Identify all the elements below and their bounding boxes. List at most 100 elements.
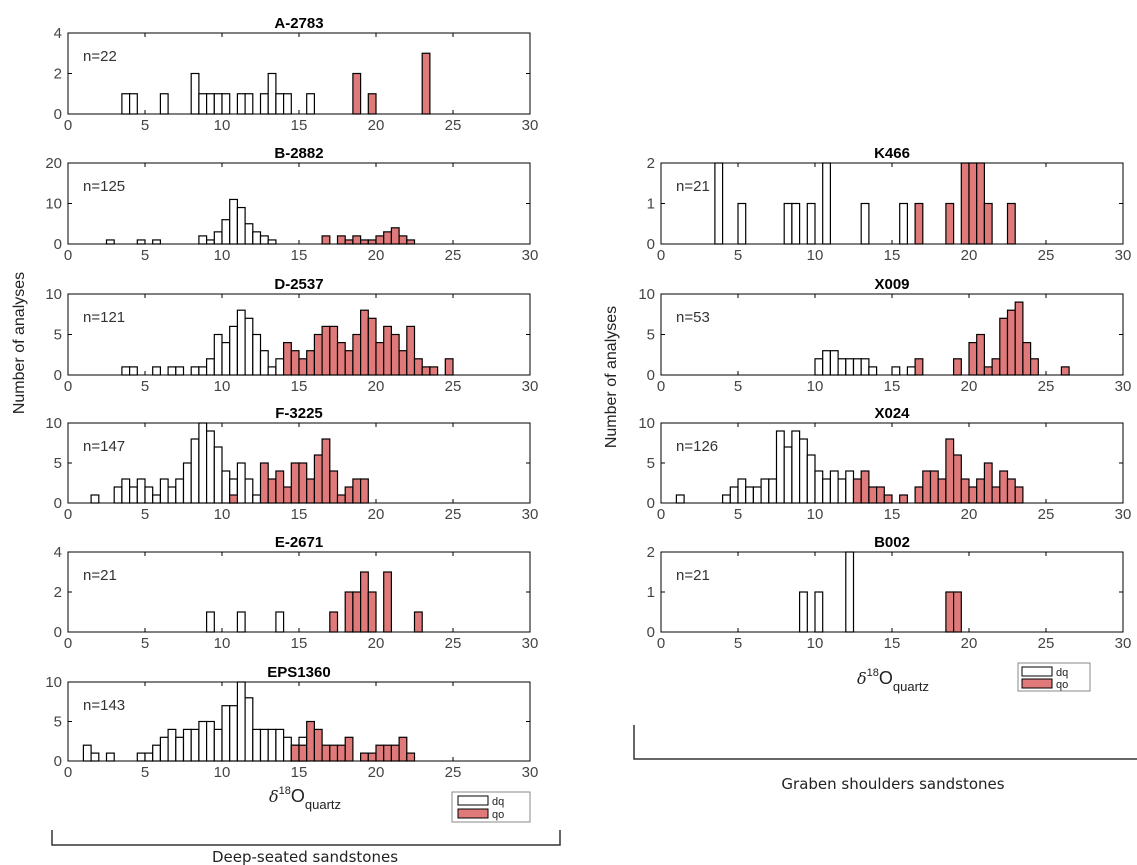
sample-count-label: n=21 bbox=[676, 178, 710, 195]
x-tick-label: 10 bbox=[214, 506, 231, 523]
y-tick-label: 5 bbox=[647, 327, 655, 344]
legend-dq-swatch bbox=[1021, 666, 1053, 677]
bar-qo bbox=[344, 591, 354, 633]
bar-dq bbox=[167, 366, 177, 376]
bar-qo bbox=[306, 720, 316, 762]
bar-dq bbox=[752, 486, 762, 504]
y-tick-label: 10 bbox=[45, 674, 62, 691]
bar-qo bbox=[968, 342, 978, 376]
bar-dq bbox=[814, 358, 824, 376]
bar-dq bbox=[206, 358, 215, 376]
x-tick-label: 15 bbox=[291, 247, 308, 264]
y-tick-label: 0 bbox=[54, 624, 62, 641]
bar-dq bbox=[845, 470, 855, 504]
bar-qo bbox=[290, 744, 300, 762]
bar-qo bbox=[306, 478, 316, 504]
bar-qo bbox=[329, 325, 339, 376]
sample-count-label: n=22 bbox=[83, 48, 117, 65]
bar-dq bbox=[206, 430, 215, 504]
bar-dq bbox=[791, 202, 801, 245]
bar-qo bbox=[375, 744, 385, 762]
panel-f-3225: 0 5 10 15 20 25 30 0 5 10 F-3225 n=147 bbox=[45, 405, 538, 523]
bar-dq bbox=[175, 736, 185, 762]
bar-dq bbox=[244, 317, 254, 376]
bar-qo bbox=[922, 470, 932, 504]
bar-dq bbox=[236, 93, 246, 115]
panel-title: X024 bbox=[874, 405, 910, 422]
bar-dq bbox=[121, 366, 131, 376]
x-tick-label: 15 bbox=[884, 635, 901, 652]
panel-k466: 0 5 10 15 20 25 30 0 1 2 K466 n=21 bbox=[647, 145, 1132, 264]
bar-qo bbox=[383, 325, 393, 376]
bar-dq bbox=[175, 366, 185, 376]
x-tick-label: 10 bbox=[807, 378, 824, 395]
bar-dq bbox=[236, 611, 246, 633]
bar-qo bbox=[945, 202, 955, 245]
bar-dq bbox=[129, 366, 138, 376]
bar-qo bbox=[983, 366, 993, 376]
y-tick-label: 20 bbox=[45, 155, 62, 172]
legend-dq-swatch bbox=[457, 795, 489, 806]
panel-b002: 0 5 10 15 20 25 30 0 1 2 B002 n=21 bbox=[647, 534, 1132, 652]
left-bracket bbox=[51, 830, 561, 846]
bar-qo bbox=[306, 350, 316, 376]
bar-qo bbox=[290, 350, 300, 376]
x-tick-label: 15 bbox=[884, 506, 901, 523]
x-tick-label: 5 bbox=[141, 247, 149, 264]
bar-dq bbox=[213, 93, 223, 115]
bar-qo bbox=[1006, 478, 1016, 504]
bar-dq bbox=[252, 494, 262, 504]
x-tick-label: 0 bbox=[64, 247, 72, 264]
y-tick-label: 0 bbox=[54, 495, 62, 512]
bar-qo bbox=[406, 752, 416, 762]
bar-qo bbox=[360, 239, 369, 245]
bar-dq bbox=[837, 478, 847, 504]
bar-qo bbox=[1014, 301, 1024, 376]
bar-dq bbox=[244, 93, 254, 115]
sample-count-label: n=143 bbox=[83, 697, 125, 714]
bar-dq bbox=[144, 486, 154, 504]
bar-dq bbox=[113, 486, 123, 504]
x-tick-label: 30 bbox=[1115, 635, 1132, 652]
bar-qo bbox=[259, 462, 269, 504]
panel-d-2537: 0 5 10 15 20 25 30 0 5 10 D-2537 n=121 bbox=[45, 276, 538, 395]
plot-area bbox=[661, 294, 1123, 375]
bar-dq bbox=[791, 430, 801, 504]
plot-area bbox=[68, 552, 530, 632]
x-tick-label: 15 bbox=[291, 506, 308, 523]
bar-dq bbox=[190, 366, 200, 376]
right-bracket bbox=[633, 725, 1137, 760]
x-tick-label: 5 bbox=[141, 506, 149, 523]
y-tick-label: 0 bbox=[54, 236, 62, 253]
bar-dq bbox=[275, 611, 285, 633]
bar-dq bbox=[198, 93, 208, 115]
bar-dq bbox=[267, 72, 277, 115]
bar-dq bbox=[229, 198, 238, 245]
bar-dq bbox=[798, 591, 808, 633]
bar-dq bbox=[675, 494, 685, 504]
bar-qo bbox=[329, 470, 339, 504]
x-tick-label: 20 bbox=[368, 117, 385, 134]
x-tick-label: 30 bbox=[522, 247, 539, 264]
bar-qo bbox=[444, 358, 454, 376]
bar-dq bbox=[267, 366, 277, 376]
x-tick-label: 25 bbox=[445, 764, 462, 781]
bar-dq bbox=[259, 728, 269, 762]
bar-dq bbox=[244, 478, 254, 504]
y-tick-label: 10 bbox=[638, 415, 655, 432]
bar-qo bbox=[952, 358, 962, 376]
x-tick-label: 25 bbox=[445, 117, 462, 134]
bar-dq bbox=[190, 438, 200, 504]
x-tick-label: 5 bbox=[141, 635, 149, 652]
bar-qo bbox=[336, 235, 346, 245]
bar-qo bbox=[367, 591, 377, 633]
x-tick-label: 0 bbox=[657, 247, 665, 264]
x-tick-label: 20 bbox=[961, 506, 978, 523]
bar-qo bbox=[383, 571, 393, 633]
x-tick-label: 10 bbox=[807, 506, 824, 523]
bar-qo bbox=[406, 325, 416, 376]
bar-qo bbox=[367, 93, 377, 115]
bar-dq bbox=[891, 366, 901, 376]
sample-count-label: n=21 bbox=[83, 567, 117, 584]
